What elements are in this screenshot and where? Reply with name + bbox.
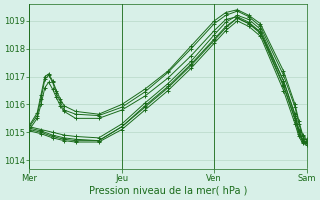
X-axis label: Pression niveau de la mer( hPa ): Pression niveau de la mer( hPa ): [89, 186, 247, 196]
